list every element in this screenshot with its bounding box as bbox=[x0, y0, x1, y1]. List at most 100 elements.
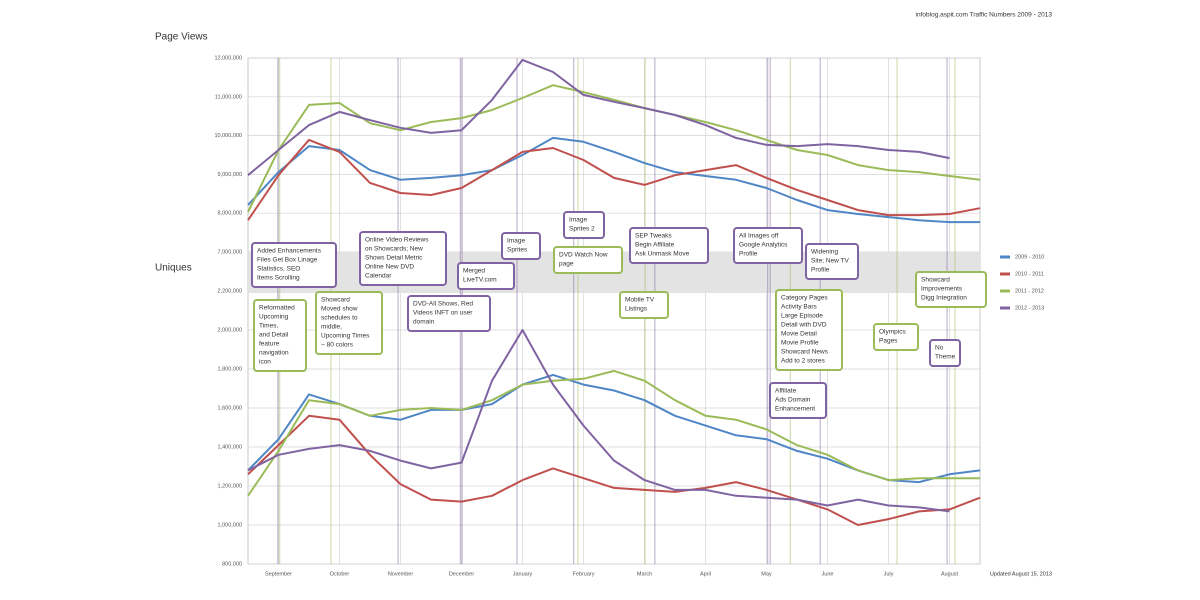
annotation-text: Shows Detail Metric bbox=[365, 255, 423, 262]
annotation-text: Sprites 2 bbox=[569, 226, 595, 233]
legend-label: 2011 - 2012 bbox=[1015, 288, 1044, 294]
annotation-text: and Detail bbox=[259, 332, 289, 339]
annotation-text: Reformatted bbox=[259, 305, 295, 312]
annotation-text: Merged bbox=[463, 268, 485, 275]
page-title: infoblog.aspit.com Traffic Numbers 2009 … bbox=[916, 12, 1053, 19]
x-tick-label: October bbox=[330, 571, 350, 577]
annotation-text: Videos INFT on user bbox=[413, 310, 473, 317]
y-tick-label: 10,000,000 bbox=[214, 133, 242, 139]
y-tick-label: 1,000,000 bbox=[218, 522, 242, 528]
annotation-text: Add to 2 stores bbox=[781, 358, 825, 365]
annotation-text: Movie Profile bbox=[781, 340, 819, 347]
annotation-text: SEP Tweaks bbox=[635, 233, 672, 240]
y-tick-label: 2,000,000 bbox=[218, 327, 242, 333]
line-layer bbox=[247, 58, 981, 526]
annotation-text: Detail with DVD bbox=[781, 322, 827, 329]
annotation-text: Improvements bbox=[921, 286, 963, 293]
panel-title: Uniques bbox=[155, 263, 192, 274]
annotation-text: feature bbox=[259, 341, 280, 348]
annotation-text: Site; New TV bbox=[811, 258, 849, 265]
annotation-text: DVD Watch Now bbox=[559, 252, 608, 259]
annotation-text: Affiliate bbox=[775, 388, 797, 395]
annotation-text: Profile bbox=[811, 267, 830, 274]
annotation-text: Online New DVD bbox=[365, 264, 414, 271]
annotation-box bbox=[315, 291, 383, 355]
annotation-box bbox=[873, 323, 919, 351]
annotation-text: ~ 80 colors bbox=[321, 342, 354, 349]
series-line bbox=[247, 136, 980, 224]
y-tick-label: 1,200,000 bbox=[218, 483, 242, 489]
annotation-text: Profile bbox=[739, 251, 758, 258]
annotation-text: Moved show bbox=[321, 306, 358, 313]
series-line bbox=[247, 329, 950, 513]
annotation-text: Times, bbox=[259, 323, 278, 330]
x-tick-label: July bbox=[884, 571, 894, 577]
y-tick-label: 2,200,000 bbox=[218, 288, 242, 294]
legend-label: 2010 - 2011 bbox=[1015, 271, 1044, 277]
annotation-text: Calendar bbox=[365, 273, 392, 280]
annotation-text: Olympics bbox=[879, 329, 906, 336]
annotation-text: Showcard News bbox=[781, 349, 829, 356]
y-tick-label: 1,800,000 bbox=[218, 366, 242, 372]
updated-note: Updated August 15, 2013 bbox=[990, 571, 1052, 577]
y-tick-label: 800,000 bbox=[222, 561, 242, 567]
annotation-text: Activity Bars bbox=[781, 304, 818, 311]
annotation-text: Image bbox=[507, 238, 525, 245]
annotation-text: Listings bbox=[625, 306, 648, 313]
annotation-box bbox=[563, 211, 605, 239]
x-tick-label: June bbox=[822, 571, 834, 577]
annotation-box bbox=[769, 382, 827, 419]
annotation-text: All Images off bbox=[739, 233, 778, 240]
annotation-box bbox=[457, 262, 515, 290]
annotation-text: icon bbox=[259, 359, 271, 366]
annotation-text: navigation bbox=[259, 350, 289, 357]
annotation-text: Digg Integration bbox=[921, 295, 967, 302]
annotation-text: Sprites bbox=[507, 247, 528, 254]
x-tick-label: May bbox=[761, 571, 772, 577]
annotation-text: Items Scrolling bbox=[257, 275, 300, 282]
annotation-text: Showcard bbox=[321, 297, 350, 304]
annotation-box bbox=[253, 299, 307, 372]
annotation-text: page bbox=[559, 261, 574, 268]
series-line bbox=[247, 138, 981, 221]
annotation-text: Begin Affiliate bbox=[635, 242, 675, 249]
annotation-text: Files Get Box Linage bbox=[257, 257, 318, 264]
annotation-text: Movie Detail bbox=[781, 331, 817, 338]
y-tick-label: 1,600,000 bbox=[218, 405, 242, 411]
annotation-text: Theme bbox=[935, 354, 956, 361]
annotation-box bbox=[733, 227, 803, 264]
annotation-text: Large Episode bbox=[781, 313, 823, 320]
annotation-text: middle, bbox=[321, 324, 342, 331]
series-line bbox=[247, 58, 950, 176]
annotation-text: Widening bbox=[811, 249, 838, 256]
y-tick-label: 8,000,000 bbox=[218, 211, 242, 217]
y-tick-label: 1,400,000 bbox=[218, 444, 242, 450]
x-tick-label: December bbox=[449, 571, 475, 577]
annotation-text: Image bbox=[569, 217, 587, 224]
annotation-text: No bbox=[935, 345, 944, 352]
x-tick-label: August bbox=[941, 571, 959, 577]
x-tick-label: September bbox=[265, 571, 292, 577]
y-tick-label: 12,000,000 bbox=[214, 55, 242, 61]
annotation-text: Enhancement bbox=[775, 406, 815, 413]
annotation-layer: Added Enhancements Files Get Box Linage St… bbox=[251, 211, 987, 419]
annotation-text: Upcoming bbox=[259, 314, 289, 321]
annotation-text: Showcard bbox=[921, 277, 950, 284]
annotation-text: Mobile TV bbox=[625, 297, 655, 304]
label-layer: 7,000,000 8,000,000 9,000,000 10,000,000 11,… bbox=[214, 55, 1044, 577]
annotation-text: Pages bbox=[879, 338, 898, 345]
y-tick-label: 9,000,000 bbox=[218, 172, 242, 178]
x-tick-label: January bbox=[513, 571, 533, 577]
annotation-box bbox=[929, 339, 961, 367]
annotation-box bbox=[619, 291, 669, 319]
annotation-text: LiveTV.com bbox=[463, 277, 497, 284]
y-tick-label: 11,000,000 bbox=[215, 94, 242, 100]
annotation-box bbox=[251, 242, 337, 288]
annotation-text: Ask Unmask Move bbox=[635, 251, 690, 258]
annotation-text: Online Video Reviews bbox=[365, 237, 429, 244]
annotation-text: on Showcards; New bbox=[365, 246, 423, 253]
annotation-box bbox=[359, 231, 447, 286]
annotation-text: Added Enhancements bbox=[257, 248, 322, 255]
annotation-box bbox=[805, 243, 859, 280]
annotation-text: Category Pages bbox=[781, 295, 828, 302]
